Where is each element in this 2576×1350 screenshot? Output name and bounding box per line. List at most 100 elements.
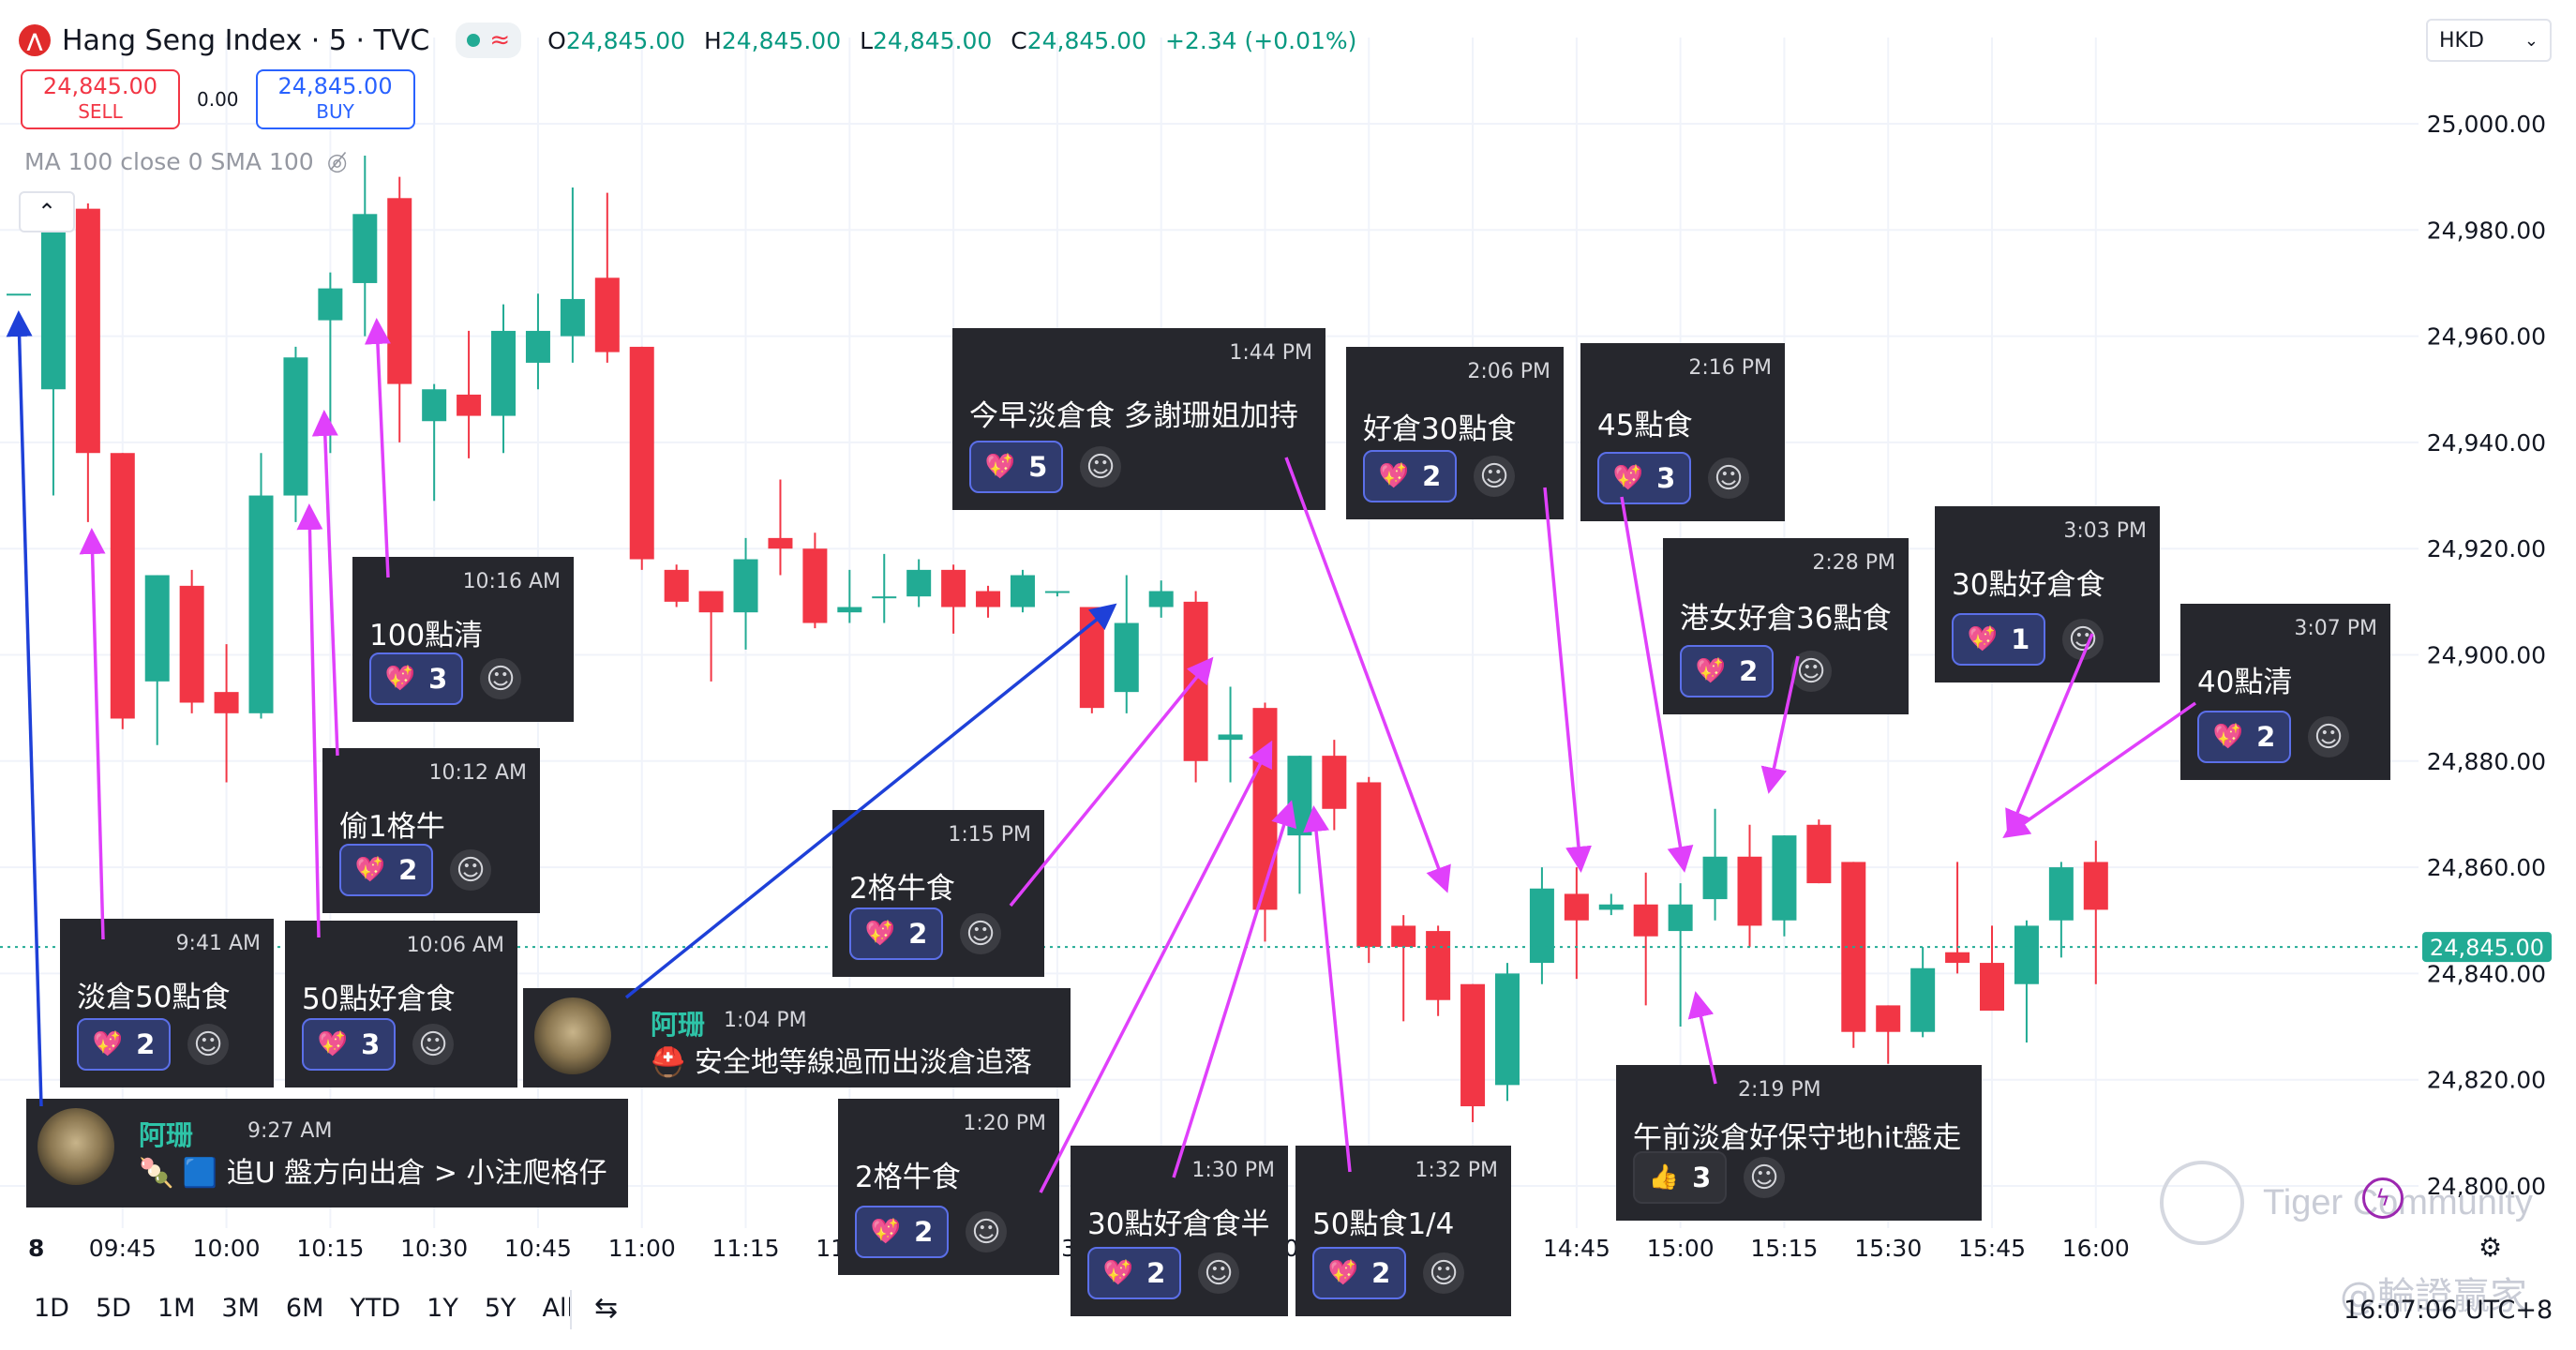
timeframe-button[interactable]: 1M (157, 1294, 196, 1323)
high-value: 24,845.00 (721, 26, 842, 54)
add-reaction-icon[interactable]: ☺ (2308, 716, 2349, 758)
candle (1876, 1005, 1901, 1064)
x-tick-label: 8 (28, 1235, 44, 1262)
close-value: 24,845.00 (1026, 26, 1146, 54)
annotation-card[interactable]: 10:06 AM 50點好倉食 💖 3 ☺ (285, 921, 517, 1088)
user-post[interactable]: 阿珊 9:27 AM 🍡 🟦 追U 盤方向出倉 > 小注爬格仔 (26, 1099, 628, 1208)
add-reaction-icon[interactable]: ☺ (2062, 619, 2104, 660)
add-reaction-icon[interactable]: ☺ (966, 1211, 1007, 1252)
reaction-pill[interactable]: 💖 1 (1952, 613, 2045, 666)
candle (75, 202, 100, 522)
footer-clock[interactable]: 16:07:06 UTC+8 (2344, 1296, 2554, 1325)
add-reaction-icon[interactable]: ☺ (480, 658, 521, 699)
reaction-pill[interactable]: 💖 3 (369, 652, 463, 705)
y-tick-label: 25,000.00 (2427, 111, 2546, 138)
x-tick-label: 10:00 (193, 1235, 261, 1262)
reaction-pill[interactable]: 💖 2 (1087, 1247, 1181, 1299)
candle-body (1945, 952, 1970, 964)
reaction-pill[interactable]: 💖 2 (77, 1018, 171, 1071)
candle-body (837, 607, 862, 613)
reaction-pill[interactable]: 💖 5 (969, 441, 1063, 493)
timeframe-button[interactable]: 3M (221, 1294, 260, 1323)
x-tick-label: 11:15 (712, 1235, 780, 1262)
timeframe-button[interactable]: All (542, 1294, 574, 1323)
reaction-pill[interactable]: 👍 3 (1633, 1151, 1727, 1204)
annotation-card[interactable]: 2:16 PM 45點食 💖 3 ☺ (1580, 343, 1785, 521)
reaction-pill[interactable]: 💖 3 (1597, 452, 1691, 504)
post-author[interactable]: 阿珊 (651, 1009, 706, 1041)
reaction-pill[interactable]: 💖 3 (302, 1018, 396, 1071)
eye-hidden-icon[interactable]: ◎̸ (326, 148, 348, 175)
sell-button[interactable]: 24,845.00 SELL (21, 69, 180, 129)
reaction-pill[interactable]: 💖 2 (855, 1206, 949, 1258)
candle (1183, 591, 1208, 783)
timeframe-button[interactable]: 6M (285, 1294, 324, 1323)
add-reaction-icon[interactable]: ☺ (960, 913, 1001, 954)
annotation-card[interactable]: 9:41 AM 淡倉50點食 💖 2 ☺ (60, 919, 274, 1088)
add-reaction-icon[interactable]: ☺ (1790, 651, 1832, 692)
currency-value: HKD (2439, 28, 2484, 52)
annotation-card[interactable]: 1:15 PM 2格牛食 💖 2 ☺ (832, 810, 1044, 977)
reaction-pill[interactable]: 💖 2 (1363, 450, 1457, 502)
candle (1806, 819, 1832, 884)
reaction-pill[interactable]: 💖 2 (339, 844, 433, 896)
timeframe-button[interactable]: 5Y (484, 1294, 517, 1323)
avatar[interactable] (37, 1108, 114, 1185)
heart-reaction-icon: 💖 (2212, 723, 2244, 751)
annotation-card[interactable]: 2:28 PM 港女好倉36點食 💖 2 ☺ (1663, 538, 1909, 714)
bolt-icon[interactable]: ϟ (2362, 1178, 2404, 1219)
timeframe-button[interactable]: 5D (95, 1294, 131, 1323)
add-reaction-icon[interactable]: ☺ (1744, 1157, 1785, 1198)
market-status[interactable]: ≈ (456, 22, 522, 58)
annotation-card[interactable]: 10:12 AM 偷1格牛 💖 2 ☺ (322, 748, 540, 913)
candle-body (1322, 756, 1347, 809)
annotation-text: 今早淡倉食 多謝珊姐加持 (969, 399, 1298, 433)
add-reaction-icon[interactable]: ☺ (187, 1024, 229, 1065)
annotation-card[interactable]: 1:44 PM 今早淡倉食 多謝珊姐加持 💖 5 ☺ (952, 328, 1325, 510)
candle-body (872, 596, 897, 599)
reaction-pill[interactable]: 💖 2 (1680, 645, 1774, 698)
annotation-card[interactable]: 2:06 PM 好倉30點食 💖 2 ☺ (1346, 347, 1564, 519)
spread-value: 0.00 (197, 88, 239, 111)
reaction-count: 2 (1371, 1257, 1391, 1289)
post-author[interactable]: 阿珊 (139, 1119, 194, 1151)
buy-button[interactable]: 24,845.00 BUY (255, 69, 415, 129)
indicator-legend[interactable]: MA 100 close 0 SMA 100 ◎̸ (24, 148, 348, 175)
add-reaction-icon[interactable]: ☺ (1080, 446, 1121, 488)
add-reaction-icon[interactable]: ☺ (1708, 458, 1749, 499)
timeframe-button[interactable]: YTD (350, 1294, 401, 1323)
reaction-pill[interactable]: 💖 2 (1312, 1247, 1406, 1299)
reaction-pill[interactable]: 💖 2 (2197, 711, 2291, 763)
add-reaction-icon[interactable]: ☺ (450, 849, 491, 891)
candle (802, 532, 828, 629)
annotation-card[interactable]: 3:03 PM 30點好倉食 💖 1 ☺ (1935, 506, 2160, 682)
add-reaction-icon[interactable]: ☺ (1474, 456, 1515, 497)
candle (2014, 920, 2039, 1043)
candle (1044, 591, 1070, 597)
add-reaction-icon[interactable]: ☺ (412, 1024, 454, 1065)
avatar[interactable] (534, 998, 611, 1074)
reaction-pill[interactable]: 💖 2 (849, 908, 943, 960)
currency-select[interactable]: HKD ⌄ (2426, 19, 2552, 62)
annotation-card[interactable]: 2:19 PM 午前淡倉好保守地hit盤走 👍 3 ☺ (1616, 1065, 1982, 1221)
timeframe-button[interactable]: 1Y (427, 1294, 458, 1323)
annotation-card[interactable]: 1:32 PM 50點食1/4 💖 2 ☺ (1295, 1146, 1511, 1316)
chevron-down-icon: ⌄ (2524, 30, 2539, 51)
candle-body (1633, 904, 1658, 937)
annotation-card[interactable]: 1:30 PM 30點好倉食半 💖 2 ☺ (1071, 1146, 1288, 1316)
date-range-icon[interactable]: ⇆ (594, 1292, 619, 1325)
collapse-legend-button[interactable]: ⌃ (19, 191, 75, 232)
ohlc-values: O24,845.00 H24,845.00 L24,845.00 C24,845… (547, 27, 1356, 54)
annotation-card[interactable]: 10:16 AM 100點清 💖 3 ☺ (352, 557, 574, 722)
annotation-card[interactable]: 1:20 PM 2格牛食 💖 2 ☺ (838, 1099, 1059, 1275)
post-text: 🍡 🟦 追U 盤方向出倉 > 小注爬格仔 (139, 1157, 607, 1190)
user-post[interactable]: 阿珊 1:04 PM ⛑️ 安全地等線過而出淡倉追落 (523, 988, 1071, 1088)
add-reaction-icon[interactable]: ☺ (1423, 1252, 1464, 1294)
gear-icon[interactable]: ⚙ (2479, 1232, 2503, 1263)
open-label: O (547, 26, 566, 54)
symbol-title[interactable]: Hang Seng Index · 5 · TVC (62, 23, 430, 57)
timeframe-button[interactable]: 1D (34, 1294, 69, 1323)
annotation-time: 2:19 PM (1738, 1078, 1821, 1102)
add-reaction-icon[interactable]: ☺ (1198, 1252, 1239, 1294)
annotation-card[interactable]: 3:07 PM 40點清 💖 2 ☺ (2180, 604, 2390, 780)
